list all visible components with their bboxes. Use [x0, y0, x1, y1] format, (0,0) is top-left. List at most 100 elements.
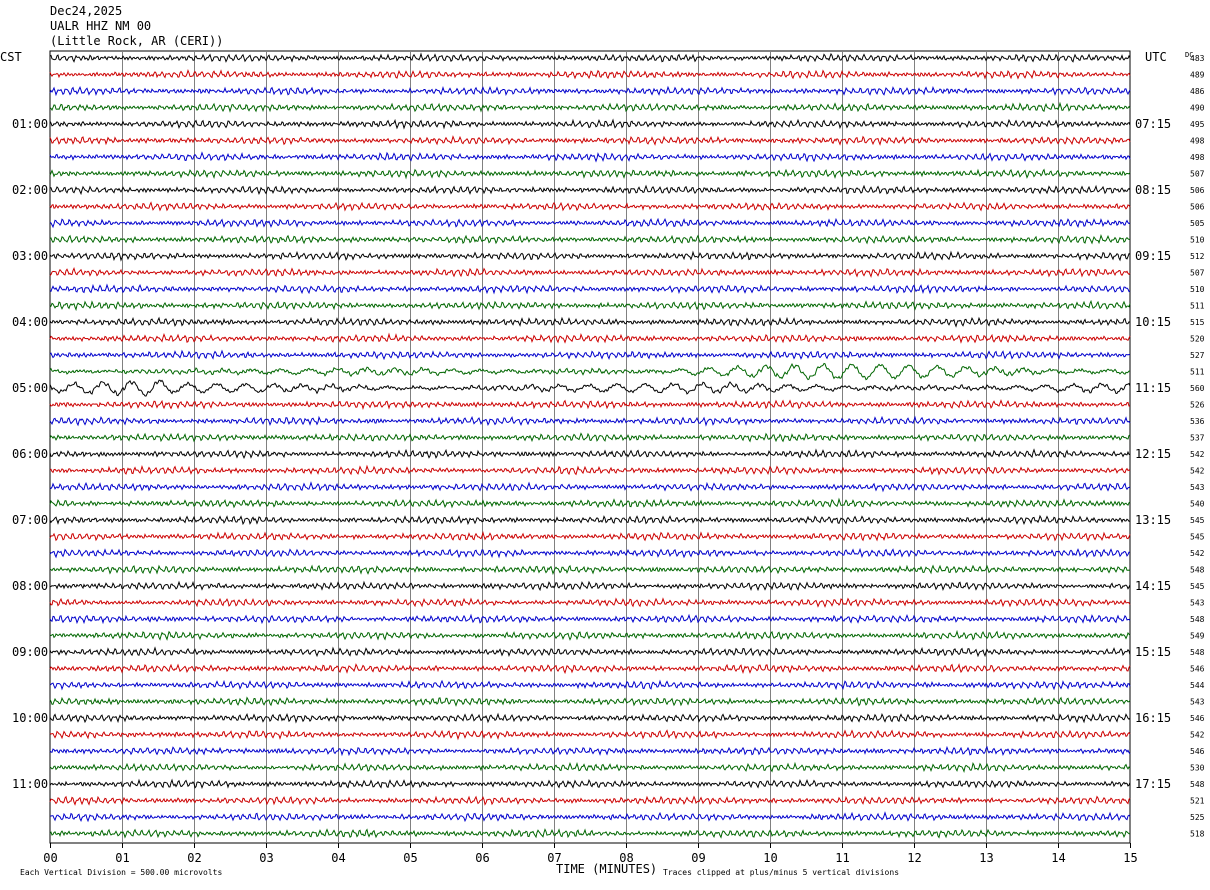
dc-offset-value: 543	[1190, 599, 1205, 608]
utc-hour-label: 10:15	[1135, 315, 1171, 329]
dc-offset-value: 544	[1190, 681, 1205, 690]
station-location: (Little Rock, AR (CERI))	[50, 34, 224, 48]
cst-hour-label: 01:00	[12, 117, 48, 131]
x-tick-label: 11	[835, 851, 849, 865]
seismic-traces	[49, 52, 1131, 839]
dc-offset-value: 546	[1190, 714, 1205, 723]
plot-frame	[49, 50, 1131, 844]
time-grid	[49, 50, 1131, 848]
utc-hour-label: 12:15	[1135, 447, 1171, 461]
seismic-trace	[49, 201, 1131, 212]
seismic-trace	[49, 52, 1131, 63]
seismic-trace	[49, 547, 1131, 559]
seismic-trace	[49, 464, 1131, 476]
seismic-trace	[49, 432, 1131, 443]
seismic-trace	[49, 663, 1131, 675]
dc-offset-value: 510	[1190, 285, 1205, 294]
cst-hour-label: 03:00	[12, 249, 48, 263]
seismic-trace	[49, 828, 1131, 839]
seismic-trace	[49, 379, 1131, 397]
utc-hour-label: 07:15	[1135, 117, 1171, 131]
dc-offset-value: 486	[1190, 87, 1205, 96]
dc-offset-value: 506	[1190, 186, 1205, 195]
seismic-trace	[49, 234, 1131, 245]
seismic-trace	[49, 514, 1131, 526]
seismic-trace	[49, 646, 1131, 658]
seismic-trace	[49, 679, 1131, 691]
x-tick-label: 13	[979, 851, 993, 865]
dc-offset-value: 549	[1190, 632, 1205, 641]
seismic-trace	[49, 415, 1131, 427]
utc-hour-label: 16:15	[1135, 711, 1171, 725]
x-tick-label: 10	[763, 851, 777, 865]
clip-note: Traces clipped at plus/minus 5 vertical …	[663, 868, 899, 877]
seismic-trace	[49, 85, 1131, 97]
dc-offset-value: 511	[1190, 302, 1205, 311]
seismic-trace	[49, 745, 1131, 757]
seismic-trace	[49, 250, 1131, 262]
seismic-trace	[49, 448, 1131, 460]
seismic-trace	[49, 795, 1131, 806]
dc-offset-value: 542	[1190, 731, 1205, 740]
seismic-trace	[49, 481, 1131, 493]
seismic-trace	[49, 68, 1131, 80]
seismic-trace	[49, 811, 1131, 823]
seismic-trace	[49, 283, 1131, 295]
dc-offset-value: 536	[1190, 417, 1205, 426]
x-tick-label: 04	[331, 851, 345, 865]
x-tick-label: 05	[403, 851, 417, 865]
dc-offset-value: 545	[1190, 582, 1205, 591]
dc-offset-value: 530	[1190, 764, 1205, 773]
dc-offset-value: 546	[1190, 747, 1205, 756]
x-tick-label: 01	[115, 851, 129, 865]
seismic-trace	[49, 580, 1131, 592]
seismic-trace	[49, 613, 1131, 625]
seismic-trace	[49, 497, 1131, 509]
dc-offset-value: 537	[1190, 434, 1205, 443]
dc-offset-value: 498	[1190, 153, 1205, 162]
cst-hour-label: 10:00	[12, 711, 48, 725]
dc-offset-value: 543	[1190, 698, 1205, 707]
cst-hour-label: 02:00	[12, 183, 48, 197]
seismic-trace	[49, 135, 1131, 146]
seismic-trace	[49, 118, 1131, 130]
utc-hour-label: 13:15	[1135, 513, 1171, 527]
dc-offset-value: 489	[1190, 71, 1205, 80]
dc-offset-value: 505	[1190, 219, 1205, 228]
dc-offset-value: 525	[1190, 813, 1205, 822]
dc-offset-value: 507	[1190, 170, 1205, 179]
x-axis-title: TIME (MINUTES)	[556, 862, 657, 876]
seismic-trace	[49, 629, 1131, 641]
dc-offset-value: 545	[1190, 516, 1205, 525]
seismic-trace	[49, 332, 1131, 344]
axis-labels: CST UTC DC TIME (MINUTES) Each Vertical …	[0, 50, 1205, 877]
dc-offset-value: 543	[1190, 483, 1205, 492]
x-tick-label: 03	[259, 851, 273, 865]
dc-offset-value: 527	[1190, 351, 1205, 360]
dc-offset-value: 548	[1190, 615, 1205, 624]
cst-hour-label: 06:00	[12, 447, 48, 461]
station-title: UALR HHZ NM 00	[50, 19, 152, 33]
seismic-trace	[49, 761, 1131, 774]
cst-hour-label: 04:00	[12, 315, 48, 329]
x-tick-label: 06	[475, 851, 489, 865]
plot-date: Dec24,2025	[50, 4, 123, 18]
x-tick-label: 08	[619, 851, 633, 865]
seismic-trace	[50, 184, 1131, 196]
dc-offset-value: 526	[1190, 401, 1205, 410]
dc-offset-value: 495	[1190, 120, 1205, 129]
dc-offset-value: 498	[1190, 137, 1205, 146]
dc-offset-value: 540	[1190, 500, 1205, 509]
dc-offset-value: 548	[1190, 780, 1205, 789]
dc-offset-value: 506	[1190, 203, 1205, 212]
seismic-trace	[49, 266, 1131, 278]
cst-hour-label: 05:00	[12, 381, 48, 395]
dc-offset-value: 542	[1190, 450, 1205, 459]
seismic-trace	[49, 399, 1131, 411]
seismic-trace	[49, 778, 1131, 790]
x-tick-label: 02	[187, 851, 201, 865]
x-tick-label: 07	[547, 851, 561, 865]
utc-hour-label: 11:15	[1135, 381, 1171, 395]
dc-offset-value: 546	[1190, 665, 1205, 674]
